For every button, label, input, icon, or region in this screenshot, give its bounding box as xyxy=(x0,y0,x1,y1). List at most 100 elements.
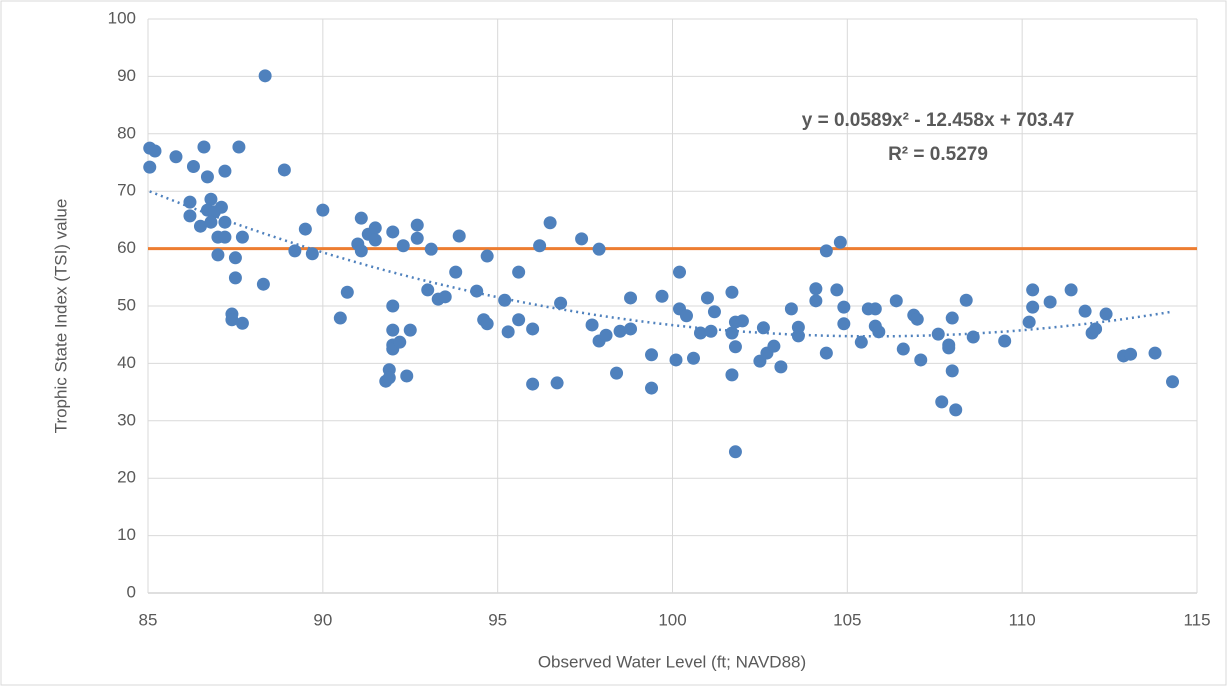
point xyxy=(204,215,218,229)
point xyxy=(204,192,218,206)
point xyxy=(214,200,228,214)
point xyxy=(550,376,564,390)
point xyxy=(340,285,354,299)
point xyxy=(942,341,956,355)
point xyxy=(438,290,452,304)
point xyxy=(700,291,714,305)
point xyxy=(791,320,805,334)
point xyxy=(655,289,669,303)
point xyxy=(945,364,959,378)
point xyxy=(1043,295,1057,309)
point xyxy=(228,271,242,285)
point xyxy=(725,368,739,382)
point xyxy=(470,284,484,298)
point xyxy=(403,323,417,337)
point xyxy=(225,313,239,327)
point xyxy=(872,325,886,339)
y-tick-label: 20 xyxy=(117,468,136,487)
y-tick-label: 60 xyxy=(117,238,136,257)
point xyxy=(288,244,302,258)
point xyxy=(554,296,568,310)
y-tick-label: 100 xyxy=(108,8,136,27)
y-tick-label: 40 xyxy=(117,353,136,372)
y-tick-label: 10 xyxy=(117,525,136,544)
point xyxy=(421,283,435,297)
point xyxy=(819,346,833,360)
point xyxy=(193,219,207,233)
point xyxy=(854,335,868,349)
point xyxy=(914,353,928,367)
point xyxy=(232,140,246,154)
point xyxy=(645,348,659,362)
point xyxy=(480,317,494,331)
x-tick-label: 115 xyxy=(1183,610,1210,629)
point xyxy=(910,312,924,326)
point xyxy=(624,291,638,305)
point xyxy=(645,381,659,395)
point xyxy=(449,265,463,279)
point xyxy=(966,330,980,344)
point xyxy=(756,321,770,335)
point xyxy=(410,218,424,232)
point xyxy=(543,216,557,230)
point xyxy=(837,300,851,314)
point xyxy=(183,209,197,223)
point xyxy=(837,317,851,331)
point xyxy=(704,324,718,338)
point xyxy=(218,164,232,178)
point xyxy=(386,225,400,239)
point xyxy=(767,339,781,353)
point xyxy=(784,302,798,316)
point xyxy=(707,305,721,319)
y-axis-label: Trophic State Index (TSI) value xyxy=(51,199,70,434)
point xyxy=(1089,322,1103,336)
point xyxy=(585,318,599,332)
point xyxy=(333,311,347,325)
y-tick-label: 80 xyxy=(117,123,136,142)
point xyxy=(298,222,312,236)
point xyxy=(575,232,589,246)
x-tick-label: 100 xyxy=(658,610,686,629)
trendline-equation: y = 0.0589x² - 12.458x + 703.47 xyxy=(802,110,1075,131)
point xyxy=(610,366,624,380)
point xyxy=(316,203,330,217)
point xyxy=(512,265,526,279)
point xyxy=(868,302,882,316)
point xyxy=(959,293,973,307)
point xyxy=(679,309,693,323)
point xyxy=(809,294,823,308)
point xyxy=(1078,304,1092,318)
point xyxy=(382,371,396,385)
point xyxy=(833,235,847,249)
point xyxy=(501,325,515,339)
x-tick-label: 85 xyxy=(139,610,158,629)
point xyxy=(1022,315,1036,329)
point xyxy=(735,314,749,328)
point xyxy=(452,229,466,243)
point xyxy=(480,249,494,263)
point xyxy=(830,283,844,297)
x-tick-label: 105 xyxy=(833,610,861,629)
y-tick-label: 50 xyxy=(117,295,136,314)
point xyxy=(725,326,739,340)
point xyxy=(693,326,707,340)
point xyxy=(400,369,414,383)
point xyxy=(235,230,249,244)
point xyxy=(728,340,742,354)
point xyxy=(218,230,232,244)
point xyxy=(386,323,400,337)
x-axis-label: Observed Water Level (ft; NAVD88) xyxy=(538,652,806,671)
point xyxy=(935,395,949,409)
point xyxy=(774,360,788,374)
point xyxy=(725,285,739,299)
point xyxy=(235,316,249,330)
y-tick-label: 30 xyxy=(117,410,136,429)
x-tick-label: 95 xyxy=(488,610,507,629)
point xyxy=(669,353,683,367)
point xyxy=(368,221,382,235)
x-tick-label: 110 xyxy=(1009,610,1036,629)
point xyxy=(143,160,157,174)
point xyxy=(526,377,540,391)
point xyxy=(396,239,410,253)
